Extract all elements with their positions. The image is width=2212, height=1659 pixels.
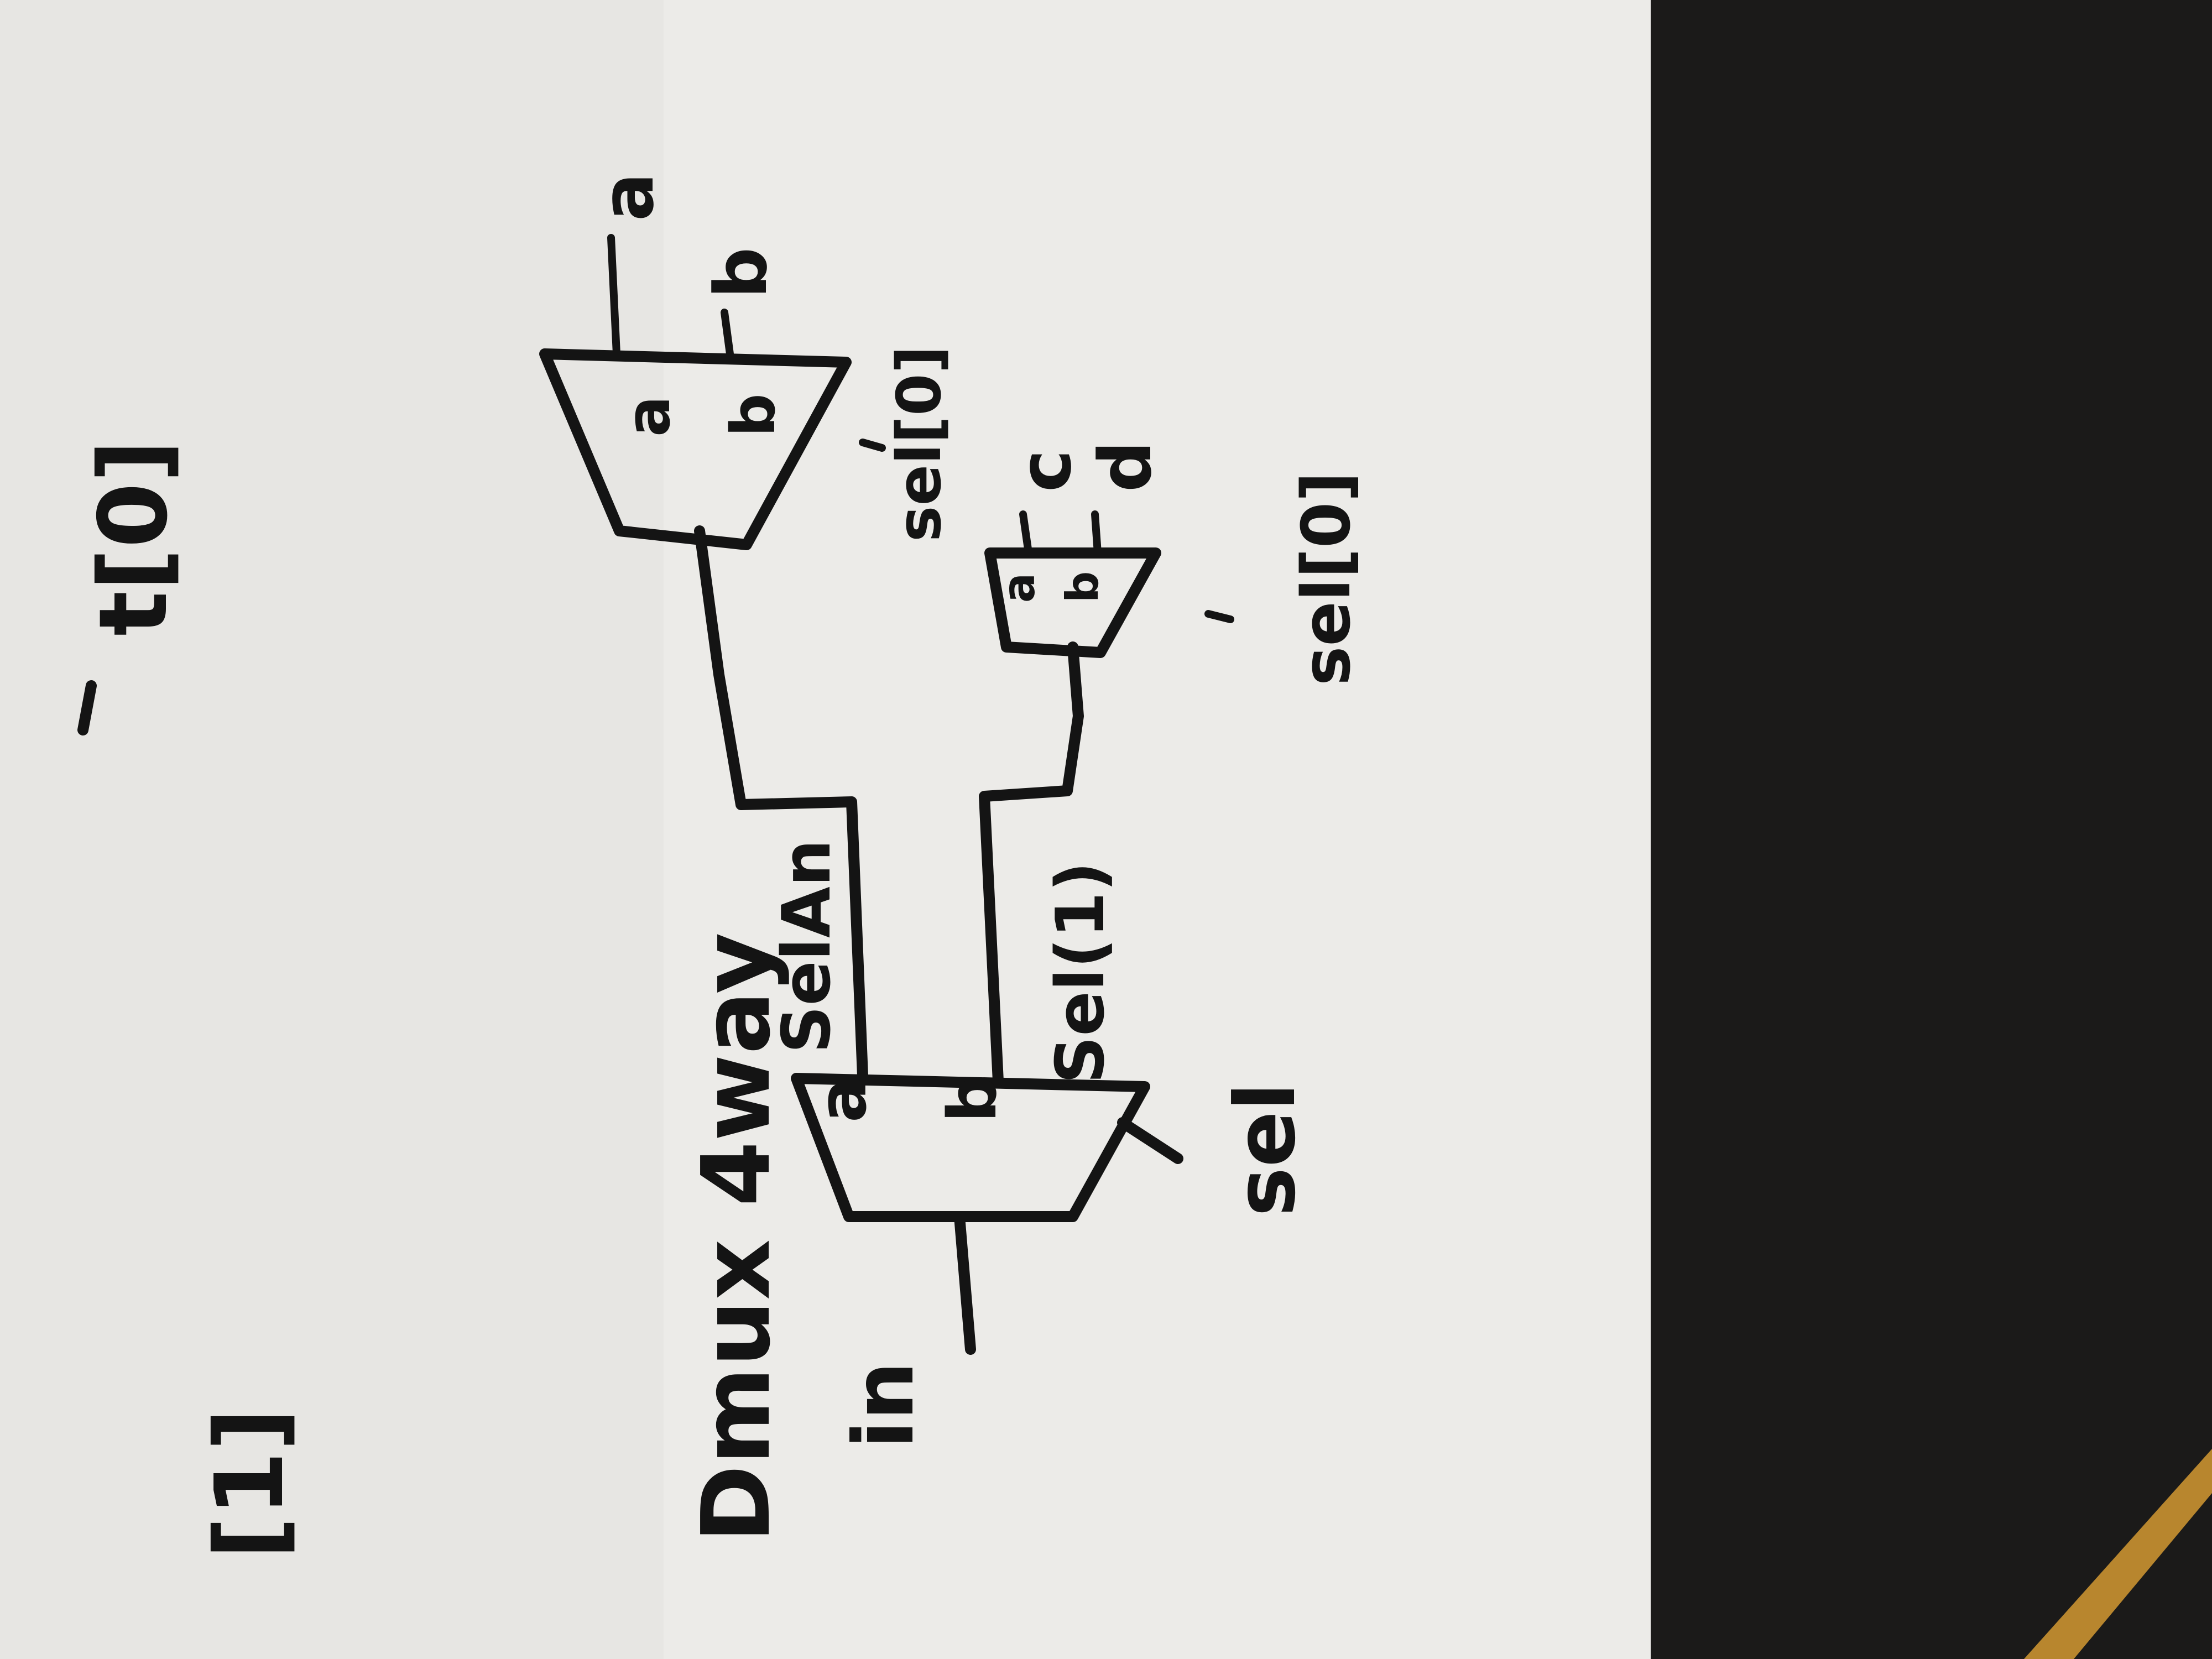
main-select-wire: [1117, 1117, 1183, 1164]
lower-wire-label: Sel(1): [1042, 862, 1119, 1084]
main-mux: [791, 1073, 1150, 1222]
upper-mux: [539, 348, 852, 550]
lower-out-c-wire: [1019, 510, 1032, 557]
input-label: in: [836, 1361, 932, 1449]
lower-output-d: d: [1083, 441, 1167, 492]
upper-mux-port-b: b: [718, 393, 789, 437]
upper-out-b-wire: [721, 309, 734, 358]
main-select-label: sel: [1218, 1083, 1314, 1217]
margin-note-bottom: [1]: [195, 1408, 305, 1559]
lower-mux-port-a: a: [993, 573, 1045, 603]
lower-output-c: c: [1003, 450, 1087, 492]
upper-wire-label: SelAn: [769, 839, 846, 1053]
margin-note-top: t[0]: [79, 440, 189, 636]
margin-note-top-text: t[0]: [79, 440, 189, 636]
lower-mux-port-b: b: [1057, 571, 1108, 603]
lower-wire: [979, 641, 1084, 1087]
upper-output-b: b: [699, 247, 783, 299]
margin-note-bottom-text: [1]: [195, 1408, 305, 1559]
paper-shade: [0, 0, 664, 1659]
main-mux-port-a: a: [805, 1078, 881, 1123]
lower-out-d-wire: [1091, 510, 1102, 557]
upper-wire: [694, 525, 868, 1081]
upper-select-wire: [859, 439, 886, 452]
margin-note-top-underline: [77, 680, 97, 735]
input-wire: [954, 1211, 976, 1355]
lower-select-label: sel[0]: [1288, 472, 1365, 686]
upper-out-a-wire: [607, 234, 620, 358]
upper-mux-port-a: a: [613, 396, 684, 437]
lower-select-wire: [1204, 610, 1234, 623]
diagram-title: Dmux 4way: [682, 932, 791, 1543]
accent-stripe: [2024, 1449, 2212, 1659]
upper-select-label: sel[0]: [884, 346, 954, 542]
upper-output-a: a: [586, 173, 670, 221]
